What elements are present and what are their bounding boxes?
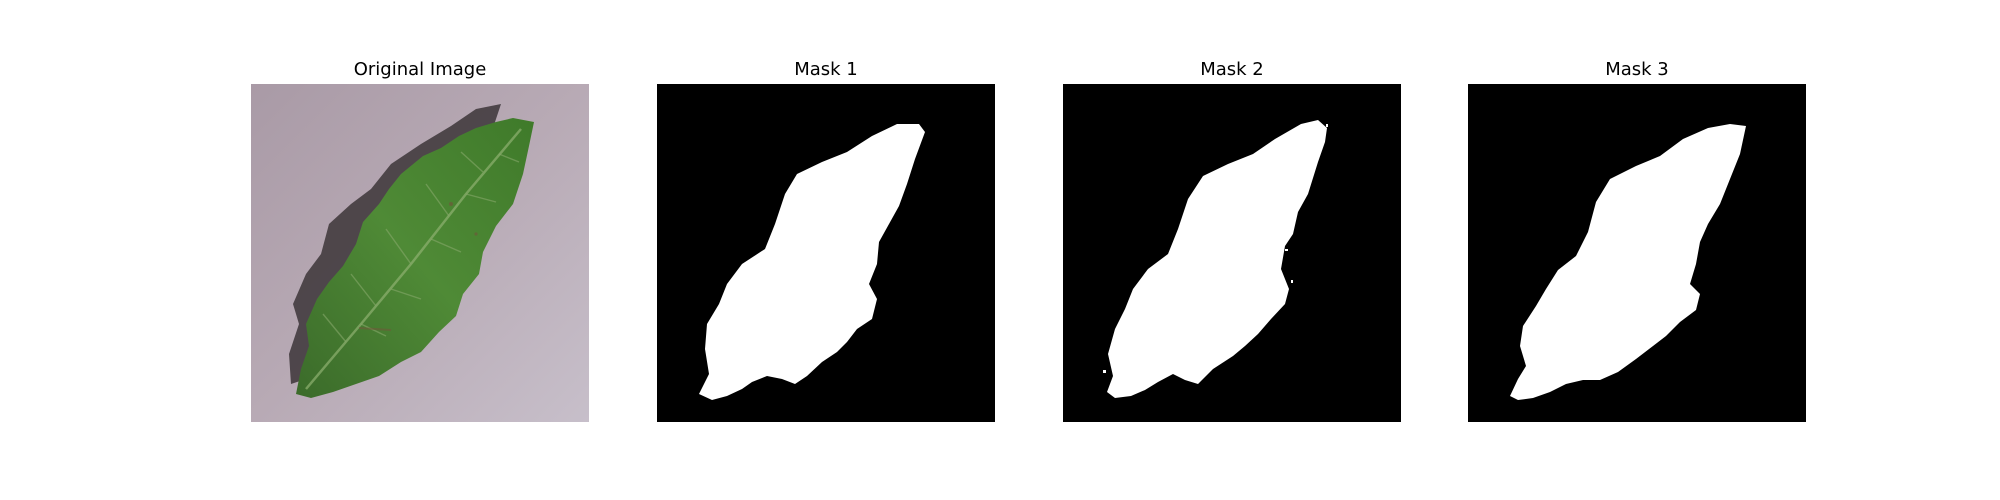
panel-title-mask-1: Mask 1	[794, 59, 858, 80]
mask-1-panel	[657, 84, 995, 422]
mask-1-image	[657, 84, 995, 422]
original-image-panel	[251, 84, 589, 422]
panel-title-original: Original Image	[353, 59, 487, 80]
panel-title-mask-3: Mask 3	[1605, 59, 1669, 80]
panel-title-mask-2: Mask 2	[1200, 59, 1264, 80]
mask-3-image	[1468, 84, 1806, 422]
mask-2-image	[1063, 84, 1401, 422]
mask-3-panel	[1468, 84, 1806, 422]
leaf-photo	[251, 84, 589, 422]
mask-2-panel	[1063, 84, 1401, 422]
